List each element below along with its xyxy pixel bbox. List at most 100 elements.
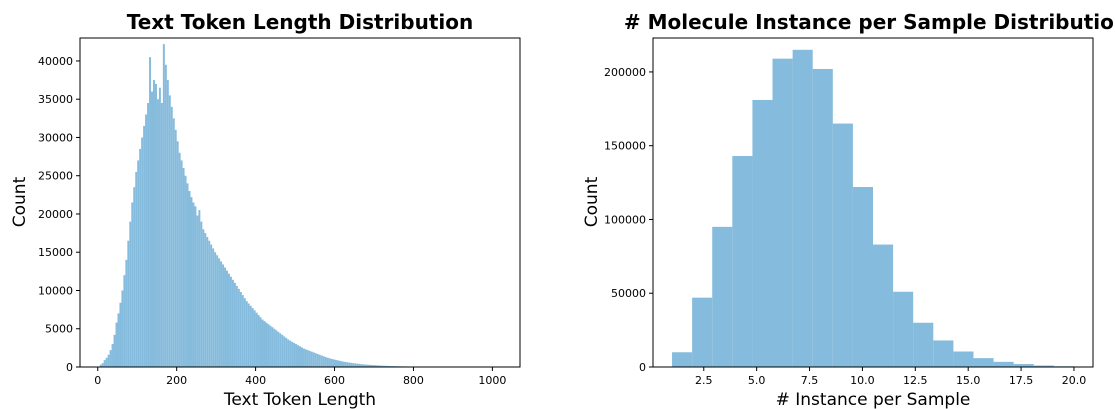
histogram-bar	[332, 359, 335, 367]
histogram-bar	[368, 364, 371, 367]
histogram-bar	[186, 183, 189, 367]
histogram-bar	[893, 291, 914, 367]
histogram-bar	[310, 351, 313, 367]
histogram-bar	[300, 347, 303, 367]
histogram-bar	[247, 303, 250, 367]
histogram-bar	[141, 137, 144, 367]
histogram-bar	[168, 95, 171, 367]
histogram-bar	[190, 197, 193, 367]
histogram-bar	[340, 361, 343, 367]
histogram-bar	[253, 310, 256, 367]
histogram-bar	[174, 129, 177, 367]
bars	[672, 49, 1074, 368]
histogram-bar	[241, 295, 244, 367]
y-tick-label: 0	[639, 361, 646, 374]
histogram-bar	[336, 360, 339, 367]
histogram-bar	[692, 297, 713, 367]
histogram-bar	[182, 168, 185, 367]
histogram-bar	[308, 350, 311, 367]
histogram-bar	[732, 156, 753, 367]
histogram-bar	[129, 221, 132, 367]
histogram-bar	[375, 365, 378, 367]
histogram-bar	[289, 340, 292, 367]
histogram-bar	[277, 331, 280, 367]
x-tick-label: 800	[403, 374, 424, 387]
y-axis-label: Count	[582, 176, 602, 227]
histogram-bar	[326, 357, 329, 367]
x-tick-label: 17.5	[1009, 374, 1034, 387]
y-tick-label: 0	[66, 361, 73, 374]
histogram-bar	[275, 330, 278, 367]
y-tick-label: 20000	[38, 208, 73, 221]
y-tick-label: 200000	[604, 66, 646, 79]
histogram-bar	[233, 282, 236, 367]
histogram-bar	[324, 357, 327, 367]
histogram-bar	[192, 202, 195, 367]
x-tick-label: 12.5	[903, 374, 928, 387]
histogram-bar	[139, 148, 142, 367]
histogram-bar	[672, 352, 693, 367]
x-tick-label: 400	[245, 374, 266, 387]
histogram-bar	[226, 270, 228, 367]
histogram-bar	[164, 64, 167, 367]
histogram-bar	[752, 99, 773, 368]
histogram-bar	[154, 83, 157, 367]
histogram-bar	[123, 275, 126, 367]
histogram-bar	[322, 356, 325, 367]
histogram-bar	[299, 346, 301, 367]
plot-frame	[652, 37, 1094, 368]
histogram-bar	[188, 191, 191, 367]
histogram-bar	[283, 336, 286, 367]
histogram-bar	[259, 317, 262, 367]
histogram-bar	[342, 361, 345, 367]
histogram-bar	[255, 312, 258, 367]
histogram-bar	[352, 363, 355, 367]
histogram-bar	[852, 187, 873, 367]
histogram-bar	[377, 365, 380, 367]
x-tick-label: 0	[94, 374, 101, 387]
x-tick-label: 10.0	[850, 374, 875, 387]
histogram-bar	[257, 314, 260, 367]
histogram-bar	[202, 229, 205, 367]
histogram-bar	[149, 57, 152, 367]
histogram-bar	[360, 364, 363, 367]
histogram-bar	[306, 350, 309, 367]
y-tick-label: 50000	[611, 287, 646, 300]
histogram-bar	[338, 360, 341, 367]
histogram-bar	[212, 248, 215, 367]
x-tick-label: 200	[166, 374, 187, 387]
histogram-bar	[287, 339, 290, 367]
x-tick-label: 15.0	[956, 374, 981, 387]
histogram-bar	[354, 363, 357, 367]
histogram-bar	[239, 292, 242, 367]
chart-text-token-length: Text Token Length Distribution 0 200 400 60…	[10, 10, 521, 409]
histogram-bar	[1013, 364, 1034, 367]
histogram-bar	[933, 340, 954, 367]
histogram-bar	[295, 344, 298, 367]
histogram-bar	[227, 273, 230, 367]
x-tick-label: 1000	[478, 374, 506, 387]
histogram-bar	[832, 123, 853, 367]
plot-frame	[79, 37, 521, 368]
histogram-bar	[314, 353, 317, 367]
histogram-bar	[293, 342, 296, 367]
histogram-bar	[133, 187, 136, 367]
histogram-bar	[105, 357, 108, 367]
histogram-bar	[273, 328, 276, 367]
histogram-bar	[243, 298, 246, 367]
histogram-bar	[206, 236, 209, 367]
histogram-bar	[113, 334, 116, 367]
histogram-bar	[265, 322, 268, 367]
histogram-bar	[346, 362, 349, 367]
histogram-bar	[370, 364, 373, 367]
histogram-bar	[302, 348, 305, 367]
histogram-bar	[366, 364, 369, 367]
histogram-bar	[231, 279, 234, 367]
histogram-bar	[953, 351, 974, 367]
x-tick-label: 7.5	[801, 374, 819, 387]
histogram-bar	[218, 258, 221, 367]
histogram-bar	[111, 344, 114, 367]
histogram-bar	[147, 103, 150, 367]
histogram-bar	[127, 240, 130, 367]
y-axis-ticks: 0 5000 10000 15000 20000 25000 30000 35000 40000	[38, 55, 80, 374]
